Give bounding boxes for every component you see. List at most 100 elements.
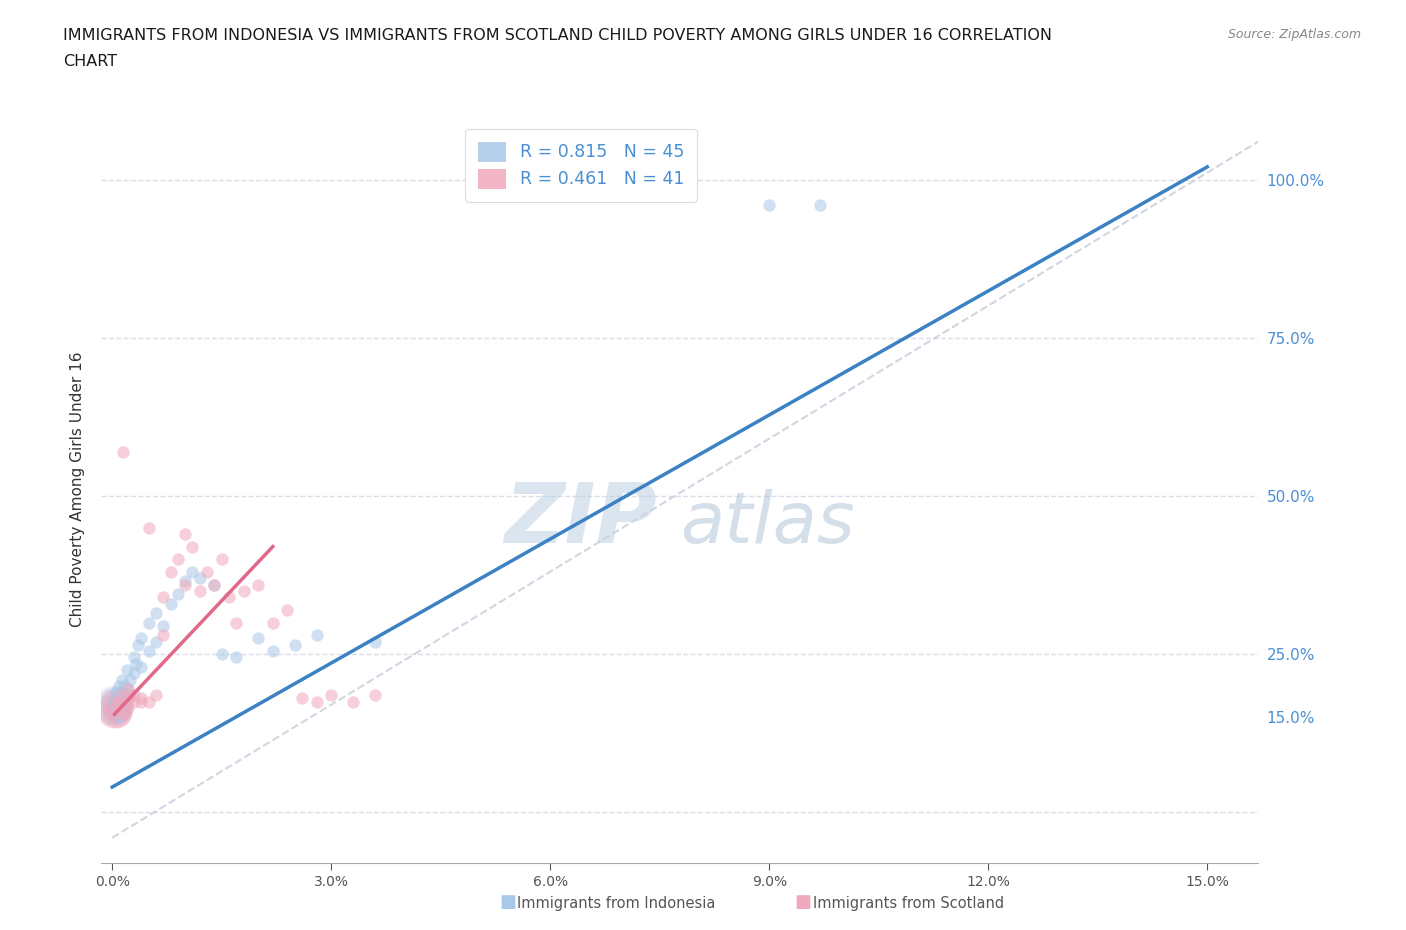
Text: CHART: CHART [63, 54, 117, 69]
Point [188, 571, 211, 586]
Point [131, 691, 153, 706]
Point [232, 583, 254, 598]
Point [108, 694, 131, 709]
Point [105, 694, 128, 709]
Point [104, 704, 127, 719]
Point [364, 688, 387, 703]
Point [105, 698, 128, 712]
Point [758, 197, 780, 212]
Text: ■: ■ [794, 894, 811, 911]
Point [211, 646, 233, 661]
Point [181, 565, 204, 579]
Point [103, 700, 125, 715]
Point [114, 678, 136, 693]
Point [284, 637, 307, 652]
Point [103, 707, 125, 722]
Point [127, 637, 149, 652]
Point [247, 631, 270, 645]
Point [364, 634, 387, 649]
Point [159, 565, 181, 579]
Point [107, 691, 129, 706]
Text: IMMIGRANTS FROM INDONESIA VS IMMIGRANTS FROM SCOTLAND CHILD POVERTY AMONG GIRLS : IMMIGRANTS FROM INDONESIA VS IMMIGRANTS … [63, 28, 1052, 43]
Point [107, 700, 129, 715]
Point [108, 678, 131, 693]
Point [112, 707, 135, 722]
Point [122, 688, 145, 703]
Text: ■: ■ [499, 894, 516, 911]
Point [131, 659, 153, 674]
Point [152, 618, 174, 633]
Point [105, 700, 128, 715]
Point [305, 694, 328, 709]
Point [122, 666, 145, 681]
Point [117, 682, 139, 697]
Text: ZIP: ZIP [503, 479, 657, 560]
Point [138, 644, 160, 658]
Point [808, 197, 831, 212]
Point [107, 694, 129, 709]
Point [131, 631, 153, 645]
Y-axis label: Child Poverty Among Girls Under 16: Child Poverty Among Girls Under 16 [70, 352, 86, 628]
Point [321, 688, 343, 703]
Point [159, 596, 181, 611]
Point [108, 704, 131, 719]
Point [105, 707, 128, 722]
Point [211, 551, 233, 566]
Point [138, 615, 160, 630]
Point [342, 694, 364, 709]
Point [276, 603, 298, 618]
Point [152, 590, 174, 604]
Point [225, 615, 247, 630]
Point [305, 628, 328, 643]
Point [105, 698, 128, 712]
Point [111, 684, 134, 699]
Point [122, 694, 145, 709]
Text: Immigrants from Indonesia: Immigrants from Indonesia [517, 897, 716, 911]
Point [107, 698, 129, 712]
Point [218, 590, 240, 604]
Point [291, 691, 314, 706]
Point [108, 700, 131, 715]
Point [112, 694, 135, 709]
Point [107, 704, 129, 719]
Point [104, 700, 127, 715]
Point [110, 688, 132, 703]
Point [105, 707, 128, 722]
Point [103, 694, 125, 709]
Point [262, 615, 284, 630]
Point [202, 578, 225, 592]
Text: Immigrants from Scotland: Immigrants from Scotland [813, 897, 1004, 911]
Point [174, 574, 197, 589]
Point [120, 688, 142, 703]
Legend: R = 0.815   N = 45, R = 0.461   N = 41: R = 0.815 N = 45, R = 0.461 N = 41 [465, 128, 697, 202]
Point [104, 700, 127, 715]
Point [103, 698, 125, 712]
Point [108, 710, 131, 724]
Point [104, 694, 127, 709]
Point [115, 700, 138, 715]
Point [195, 565, 218, 579]
Point [111, 672, 134, 687]
Point [112, 700, 135, 715]
Point [262, 644, 284, 658]
Point [115, 662, 138, 677]
Point [247, 578, 270, 592]
Point [110, 698, 132, 712]
Point [152, 628, 174, 643]
Point [117, 682, 139, 697]
Point [115, 691, 138, 706]
Point [138, 520, 160, 535]
Point [104, 698, 127, 712]
Point [108, 698, 131, 712]
Text: Source: ZipAtlas.com: Source: ZipAtlas.com [1227, 28, 1361, 41]
Point [138, 694, 160, 709]
Point [112, 445, 135, 459]
Point [145, 605, 167, 620]
Point [115, 694, 138, 709]
Point [188, 583, 211, 598]
Point [105, 704, 128, 719]
Point [131, 694, 153, 709]
Point [167, 587, 190, 602]
Point [167, 551, 190, 566]
Point [122, 650, 145, 665]
